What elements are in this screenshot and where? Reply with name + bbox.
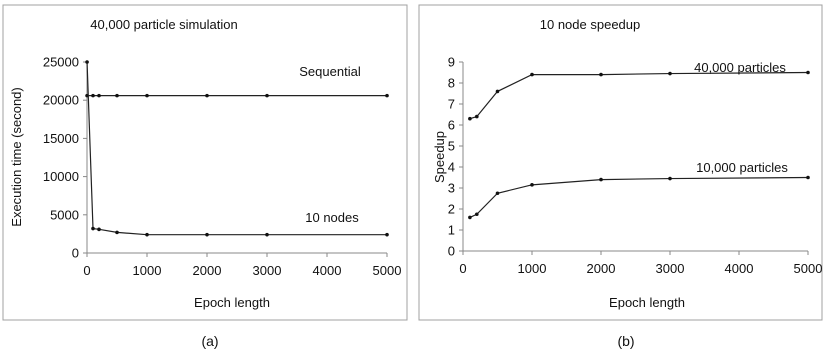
chart-b-x-tick-label: 5000 bbox=[794, 261, 823, 276]
chart-a: 40,000 particle simulation Epoch length … bbox=[2, 4, 408, 321]
chart-b-data-point bbox=[530, 72, 534, 77]
chart-b-y-tick-label: 1 bbox=[448, 223, 455, 238]
chart-b-y-tick-label: 9 bbox=[448, 55, 455, 70]
chart-a-y-axis-label: Execution time (second) bbox=[9, 87, 24, 226]
chart-a-y-tick-label: 10000 bbox=[43, 169, 79, 184]
chart-b-x-tick-label: 0 bbox=[459, 261, 466, 276]
chart-a-x-tick-label: 3000 bbox=[253, 263, 282, 278]
chart-b-data-point bbox=[806, 175, 810, 180]
chart-b-data-point bbox=[599, 72, 603, 77]
chart-a-data-point bbox=[91, 93, 95, 98]
chart-a-data-point bbox=[265, 93, 269, 98]
chart-a-data-point bbox=[97, 227, 101, 232]
chart-a-x-tick-label: 4000 bbox=[313, 263, 342, 278]
chart-a-caption: (a) bbox=[201, 333, 218, 349]
chart-b-data-point bbox=[475, 114, 479, 119]
chart-b-y-tick-label: 6 bbox=[448, 118, 455, 133]
chart-b-y-tick-label: 8 bbox=[448, 76, 455, 91]
chart-b-y-tick-label: 7 bbox=[448, 97, 455, 112]
chart-b-data-point bbox=[475, 212, 479, 217]
chart-b: 10 node speedup Epoch length Speedup 0 1 2… bbox=[418, 4, 823, 321]
chart-b-y-tick-label: 4 bbox=[448, 160, 455, 175]
chart-b-x-axis-label: Epoch length bbox=[609, 295, 685, 310]
chart-b-data-point bbox=[495, 89, 500, 94]
chart-a-y-tick-label: 25000 bbox=[43, 55, 79, 70]
chart-b-data-point bbox=[495, 191, 500, 196]
chart-a-data-point bbox=[205, 93, 209, 98]
chart-b-caption: (b) bbox=[617, 333, 634, 349]
chart-b-data-point bbox=[668, 176, 672, 181]
chart-a-x-tick-label: 2000 bbox=[193, 263, 222, 278]
chart-a-x-tick-label: 5000 bbox=[373, 263, 402, 278]
chart-b-x-tick-label: 3000 bbox=[656, 261, 685, 276]
chart-b-y-axis-label: Speedup bbox=[432, 131, 447, 183]
chart-b-data-point bbox=[806, 70, 810, 75]
chart-a-data-point bbox=[145, 232, 149, 237]
chart-b-data-point bbox=[668, 71, 672, 76]
chart-a-y-tick-label: 5000 bbox=[50, 207, 79, 222]
chart-b-x-tick-label: 4000 bbox=[725, 261, 754, 276]
chart-a-data-point bbox=[115, 230, 119, 235]
chart-a-x-axis-label: Epoch length bbox=[194, 295, 270, 310]
chart-b-series-label-2: 10,000 particles bbox=[696, 160, 788, 175]
chart-a-y-tick-label: 0 bbox=[72, 246, 79, 261]
chart-a-x-tick-label: 1000 bbox=[133, 263, 162, 278]
chart-a-data-point bbox=[205, 232, 209, 237]
chart-b-series-label-1: 40,000 particles bbox=[694, 60, 786, 75]
chart-b-title: 10 node speedup bbox=[540, 17, 640, 32]
chart-b-y-tick-label: 0 bbox=[448, 244, 455, 259]
chart-a-series-label-1: Sequential bbox=[299, 64, 361, 79]
chart-a-series-label-2: 10 nodes bbox=[305, 210, 359, 225]
chart-b-data-point bbox=[599, 177, 603, 182]
chart-a-data-point bbox=[85, 60, 89, 64]
chart-b-y-tick-label: 5 bbox=[448, 139, 455, 154]
chart-a-data-point bbox=[115, 93, 119, 98]
chart-a-data-point bbox=[97, 93, 101, 98]
chart-b-x-tick-label: 2000 bbox=[587, 261, 616, 276]
chart-b-y-tick-label: 2 bbox=[448, 202, 455, 217]
chart-a-y-tick-label: 20000 bbox=[43, 93, 79, 108]
chart-a-data-point bbox=[385, 93, 389, 98]
chart-a-title: 40,000 particle simulation bbox=[90, 17, 237, 32]
chart-b-data-point bbox=[530, 183, 534, 187]
chart-a-y-tick-label: 15000 bbox=[43, 131, 79, 146]
chart-a-data-point bbox=[145, 93, 149, 98]
chart-b-frame bbox=[418, 4, 823, 321]
chart-a-x-tick-label: 0 bbox=[83, 263, 90, 278]
chart-a-frame bbox=[2, 4, 408, 321]
chart-b-y-tick-label: 3 bbox=[448, 181, 455, 196]
chart-b-data-point bbox=[468, 215, 472, 220]
chart-a-data-point bbox=[91, 226, 95, 231]
chart-b-x-tick-label: 1000 bbox=[518, 261, 547, 276]
chart-b-data-point bbox=[468, 116, 472, 121]
chart-a-data-point bbox=[385, 232, 389, 237]
chart-a-data-point bbox=[265, 232, 269, 237]
